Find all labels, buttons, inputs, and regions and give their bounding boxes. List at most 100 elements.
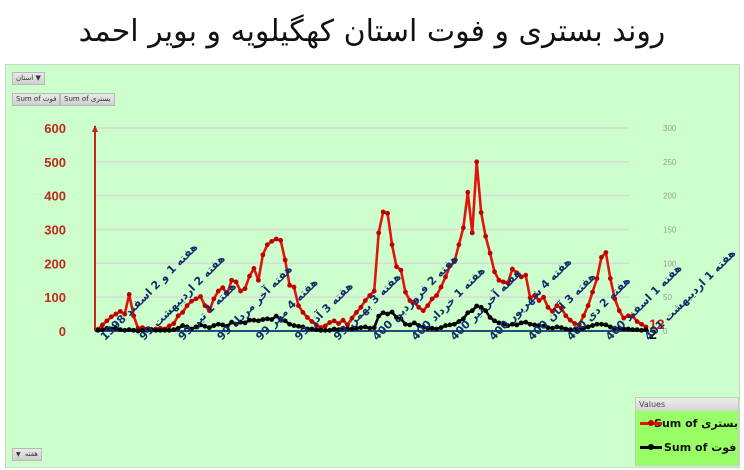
data-point [202,323,208,329]
data-point [376,230,382,236]
data-point [220,322,226,328]
x-axis-tick-label: هفته 3 بهمن 99 [331,270,404,343]
data-point [327,327,333,333]
data-point [456,242,462,248]
legend: Values Sum of بستری Sum of فوت [635,397,739,466]
data-point [162,327,168,333]
data-point [545,304,551,310]
data-point [438,284,444,290]
data-point [376,313,382,319]
data-point [616,325,622,331]
data-point [630,327,636,333]
data-point [229,319,235,325]
data-point [407,298,413,303]
data-point [550,325,555,331]
data-point [625,326,631,332]
data-point [273,313,279,319]
data-point [599,321,604,327]
data-point [385,210,390,216]
data-point [492,318,497,324]
data-point [304,326,310,332]
right-axis-tick: 200 [663,192,677,201]
left-axis-tick: 400 [44,189,66,204]
data-point [585,303,591,309]
data-point [505,323,511,328]
data-point [313,327,319,333]
province-filter-button[interactable]: ▼ استان [12,72,45,85]
data-point [206,325,212,331]
data-point [429,325,435,331]
data-point [287,282,292,288]
data-point [625,313,631,319]
data-point [273,236,279,242]
data-point [354,309,359,315]
sum-of-deaths-field-button[interactable]: Sum of فوت [12,93,61,106]
chart-title: روند بستری و فوت استان کهگیلویه و بویر ا… [78,14,666,49]
pivot-chart-panel: ▼ استان Sum of فوت Sum of بستری 0 100 200 3… [5,64,740,468]
data-point [558,305,564,311]
data-point [567,327,573,333]
sum-of-hospitalized-field-button[interactable]: Sum of بستری [60,93,115,106]
week-filter-button[interactable]: هفته ▼ [12,448,42,461]
data-point [198,322,203,328]
data-point [233,279,239,285]
data-point [264,316,270,322]
data-point [509,266,515,272]
data-point [100,327,105,333]
data-point [487,315,493,320]
data-point [594,276,600,281]
data-point [532,322,538,328]
data-point [309,326,315,332]
line-chart: 0 100 200 300 400 500 600 0 50 100 150 200 250 300 122… [44,121,738,343]
data-point [572,327,578,333]
legend-item-deaths[interactable]: Sum of فوت [636,435,738,459]
data-point [198,294,203,299]
data-point [411,320,417,326]
data-point [496,320,502,326]
data-point [309,319,315,324]
right-axis-tick: 150 [663,226,677,235]
data-point [144,327,150,333]
data-point [514,322,520,328]
data-point [117,327,123,333]
data-point [117,308,123,314]
data-point [108,326,114,332]
data-point [358,325,364,331]
data-point [460,225,466,231]
data-point [634,319,640,324]
data-point [367,325,373,331]
data-point [554,324,560,330]
data-point [443,274,448,280]
data-point [193,296,199,302]
data-point [496,277,502,283]
data-point [532,293,538,298]
data-point [113,311,119,317]
data-point [460,316,466,322]
data-point [518,320,524,326]
data-point [394,315,399,320]
hospitalized-series-line [97,160,647,331]
hospitalized-last-value-label: 12 [649,316,665,332]
data-point [505,280,511,286]
data-point [247,317,252,323]
province-filter-label: استان [16,74,34,82]
data-point [394,264,399,270]
data-point [501,279,506,285]
data-point [224,323,230,329]
data-point [411,299,417,305]
data-point [603,250,609,255]
data-point [554,303,560,309]
data-point [483,308,489,314]
data-point [420,308,426,314]
data-point [607,276,613,281]
data-point [189,298,194,304]
data-point [184,303,190,309]
data-point [260,252,266,258]
left-axis-tick: 300 [44,223,66,238]
data-point [349,326,355,332]
data-point [398,316,404,322]
data-point [322,327,328,333]
legend-item-hospitalized[interactable]: Sum of بستری [636,411,738,435]
data-point [371,288,377,294]
data-point [469,230,475,236]
